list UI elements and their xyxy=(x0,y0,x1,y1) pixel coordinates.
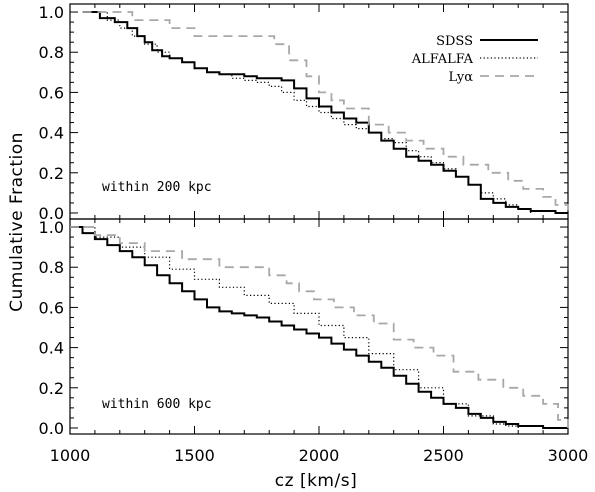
y-tick-label-bottom: 0.4 xyxy=(39,339,64,358)
series-sdss-line-bottom xyxy=(70,226,568,429)
x-tick-label: 3000 xyxy=(548,446,589,465)
y-tick-label-bottom: 0.8 xyxy=(39,258,64,277)
x-axis-label: cz [km/s] xyxy=(275,471,357,491)
y-tick-label-bottom: 0.6 xyxy=(39,298,64,317)
y-tick-label-top: 0.8 xyxy=(39,43,64,62)
panel-annotation-bottom: within 600 kpc xyxy=(102,397,212,412)
y-tick-label-bottom: 1.0 xyxy=(39,218,64,237)
series-sdss-line-top xyxy=(82,11,568,214)
legend-label-sdss: SDSS xyxy=(436,34,473,49)
y-tick-label-top: 0.0 xyxy=(39,204,64,223)
y-axis-label: Cumulative Fraction xyxy=(7,132,27,312)
series-ly-line-bottom xyxy=(70,226,569,428)
series-alfalfa-line-bottom xyxy=(70,226,519,428)
legend-label-ly: Lyα xyxy=(448,70,473,85)
series-ly-line-top xyxy=(82,11,569,213)
y-tick-label-top: 0.6 xyxy=(39,83,64,102)
y-tick-label-top: 1.0 xyxy=(39,3,64,22)
x-tick-label: 1000 xyxy=(50,446,91,465)
y-tick-label-top: 0.4 xyxy=(39,124,64,143)
x-tick-label: 1500 xyxy=(174,446,215,465)
y-tick-label-bottom: 0.2 xyxy=(39,379,64,398)
panel-top: 0.0 0.2 0.4 0.6 0.8 1.0 within 200 kpc SDSS ALFA… xyxy=(39,3,569,223)
x-tick-label: 2500 xyxy=(423,446,464,465)
panel-annotation-top: within 200 kpc xyxy=(102,180,212,195)
y-tick-label-bottom: 0.0 xyxy=(39,419,64,438)
legend-label-alfalfa: ALFALFA xyxy=(411,52,474,67)
panel-bottom: 0.0 0.2 0.4 0.6 0.8 1.0 1000 1500 2000 2500 3000 wi… xyxy=(39,218,589,465)
y-tick-label-top: 0.2 xyxy=(39,164,64,183)
x-tick-label: 2000 xyxy=(299,446,340,465)
